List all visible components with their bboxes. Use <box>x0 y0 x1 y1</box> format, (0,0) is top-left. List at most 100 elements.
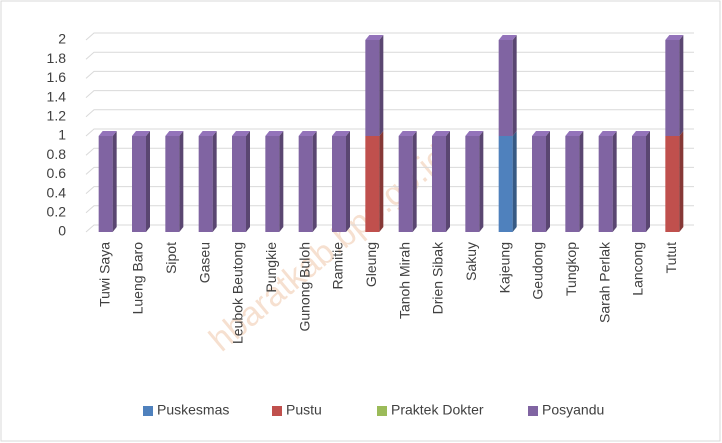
bar-top <box>398 131 417 136</box>
bar-side <box>479 131 484 232</box>
x-tick-label: Tanoh Mirah <box>396 242 412 319</box>
bar-segment <box>498 136 513 232</box>
bar-top <box>665 35 684 40</box>
x-tick-label: Lueng Baro <box>130 242 146 315</box>
x-tick-label: Lancong <box>630 242 646 296</box>
bar-top <box>198 131 217 136</box>
bar-segment <box>565 136 580 232</box>
legend-swatch <box>143 406 153 416</box>
y-tick-label: 0 <box>58 223 66 239</box>
x-tick-label: Drien Sibak <box>430 241 446 314</box>
legend-label: Posyandu <box>542 402 604 418</box>
grid-line <box>85 32 694 41</box>
y-tick-label: 1.2 <box>47 108 67 124</box>
legend-swatch <box>272 406 282 416</box>
bar-side <box>246 131 250 232</box>
x-tick-label: Sipot <box>163 242 179 274</box>
bar-side <box>212 131 217 232</box>
bar-segment <box>532 136 546 232</box>
bar-top <box>598 131 617 136</box>
x-tick-label: Sarah Perlak <box>596 241 612 323</box>
x-tick-label: Leubok Beutong <box>230 242 246 344</box>
bar-top <box>298 131 317 136</box>
bar-side <box>579 131 584 232</box>
grid-line <box>85 51 694 60</box>
bar-side <box>379 131 384 232</box>
x-tick-label: Gunong Buloh <box>296 242 312 332</box>
bar-side <box>446 131 450 232</box>
y-tick-label: 0.4 <box>47 184 67 200</box>
bar-segment <box>398 136 413 232</box>
grid-line <box>85 205 694 214</box>
bar-side <box>346 131 350 232</box>
bar-top <box>465 131 484 136</box>
bar-segment <box>132 136 146 232</box>
bar-top <box>632 131 650 136</box>
bar-top <box>232 131 250 136</box>
legend-label: Puskesmas <box>157 402 229 418</box>
bar-segment <box>232 136 246 232</box>
bar-side <box>679 35 684 136</box>
x-tick-label: Kajeung <box>496 242 512 293</box>
grid-line <box>85 109 694 118</box>
x-tick-label: Pungkie <box>263 242 279 293</box>
legend-label: Pustu <box>286 402 322 418</box>
bar-segment <box>665 40 680 136</box>
y-tick-label: 0.2 <box>47 204 67 220</box>
grid-line <box>85 186 694 194</box>
bar-side <box>146 131 150 232</box>
bar-side <box>679 131 684 232</box>
grid-line <box>85 147 694 156</box>
y-tick-label: 1.4 <box>47 88 67 104</box>
bar-top <box>98 131 117 136</box>
bar-segment <box>198 136 213 232</box>
y-tick-label: 0.6 <box>47 165 67 181</box>
bar-side <box>312 131 317 232</box>
y-tick-label: 1.6 <box>47 69 67 85</box>
y-tick-label: 1.8 <box>47 50 67 66</box>
bar-side <box>379 35 384 136</box>
bar-segment <box>365 136 380 232</box>
y-tick-label: 0.8 <box>47 146 67 162</box>
x-tick-label: Sakuy <box>463 242 479 281</box>
grid-line <box>85 166 694 175</box>
bar-side <box>546 131 550 232</box>
bar-segment <box>465 136 480 232</box>
bar-segment <box>365 40 380 136</box>
bar-segment <box>632 136 646 232</box>
x-tick-label: Geudong <box>530 242 546 300</box>
grid-line <box>85 224 694 233</box>
x-tick-label: Gaseu <box>196 242 212 283</box>
bar-side <box>412 131 417 232</box>
bar-top <box>132 131 150 136</box>
bar-side <box>512 35 517 136</box>
legend-swatch <box>377 406 387 416</box>
x-tick-label: Tuwi Saya <box>96 242 112 307</box>
bar-side <box>279 131 284 232</box>
x-tick-label: Tungkop <box>563 242 579 296</box>
grid-line <box>85 70 694 79</box>
x-tick-label: Tutut <box>663 242 679 273</box>
bar-side <box>612 131 617 232</box>
bar-top <box>265 131 284 136</box>
bar-side <box>179 131 184 232</box>
bar-top <box>432 131 450 136</box>
bar-segment <box>665 136 680 232</box>
bar-segment <box>332 136 346 232</box>
legend-label: Praktek Dokter <box>391 402 484 418</box>
bar-side <box>112 131 117 232</box>
y-tick-label: 2 <box>58 31 66 47</box>
x-tick-label: Gleung <box>363 242 379 287</box>
bar-segment <box>98 136 113 232</box>
grid-line <box>85 90 694 98</box>
bar-side <box>512 131 517 232</box>
bar-side <box>646 131 650 232</box>
y-tick-label: 1 <box>58 127 66 143</box>
bar-top <box>565 131 584 136</box>
bar-segment <box>598 136 613 232</box>
bar-segment <box>298 136 313 232</box>
bar-segment <box>265 136 280 232</box>
bar-segment <box>432 136 446 232</box>
bar-top <box>165 131 184 136</box>
legend-swatch <box>528 406 538 416</box>
